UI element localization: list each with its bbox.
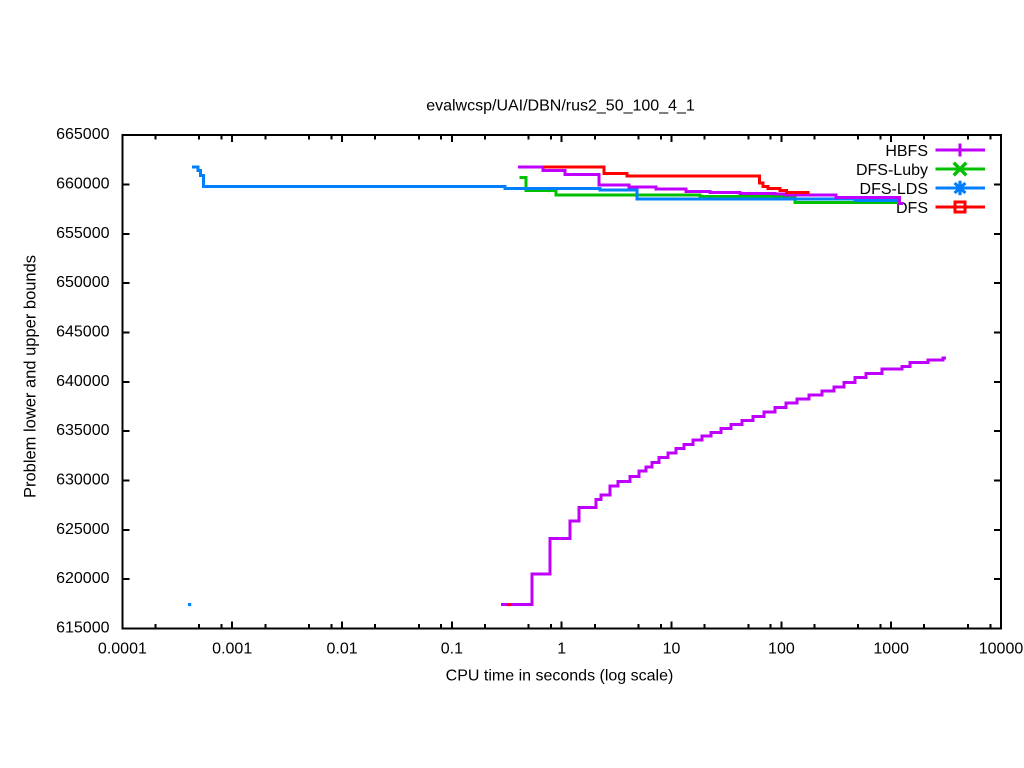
- svg-text:10000: 10000: [979, 641, 1024, 658]
- svg-text:DFS-Luby: DFS-Luby: [856, 162, 928, 179]
- svg-text:1000: 1000: [873, 641, 909, 658]
- svg-text:630000: 630000: [56, 472, 109, 489]
- svg-text:645000: 645000: [56, 324, 109, 341]
- svg-text:0.1: 0.1: [441, 641, 463, 658]
- svg-text:615000: 615000: [56, 620, 109, 637]
- svg-text:640000: 640000: [56, 373, 109, 390]
- svg-text:10: 10: [663, 641, 681, 658]
- svg-text:0.01: 0.01: [327, 641, 358, 658]
- svg-text:655000: 655000: [56, 225, 109, 242]
- svg-text:Problem lower and upper bounds: Problem lower and upper bounds: [21, 255, 39, 498]
- svg-text:620000: 620000: [56, 570, 109, 587]
- svg-text:HBFS: HBFS: [885, 143, 928, 160]
- svg-text:660000: 660000: [56, 176, 109, 193]
- svg-text:100: 100: [768, 641, 795, 658]
- svg-text:650000: 650000: [56, 274, 109, 291]
- svg-text:evalwcsp/UAI/DBN/rus2_50_100_4: evalwcsp/UAI/DBN/rus2_50_100_4_1: [426, 97, 695, 114]
- svg-text:665000: 665000: [56, 126, 109, 143]
- svg-text:DFS-LDS: DFS-LDS: [860, 181, 928, 198]
- svg-text:0.0001: 0.0001: [98, 641, 147, 658]
- svg-text:DFS: DFS: [896, 200, 928, 217]
- svg-text:1: 1: [557, 641, 566, 658]
- svg-text:0.001: 0.001: [212, 641, 252, 658]
- svg-text:625000: 625000: [56, 521, 109, 538]
- svg-text:CPU time in seconds (log scale: CPU time in seconds (log scale): [446, 668, 674, 685]
- svg-text:635000: 635000: [56, 422, 109, 439]
